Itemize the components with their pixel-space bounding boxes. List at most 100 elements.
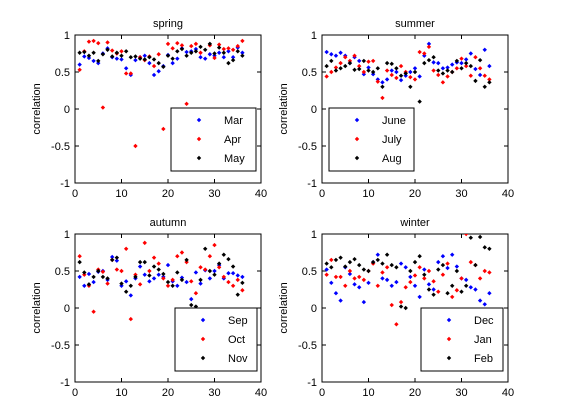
y-tick-label: -0.5 <box>298 340 317 352</box>
x-tick-label: 0 <box>319 188 325 200</box>
point-apr <box>216 42 222 47</box>
point-sep <box>226 271 231 276</box>
point-may <box>198 44 203 50</box>
point-july <box>412 77 418 82</box>
point-mar <box>147 60 152 66</box>
point-apr <box>221 46 226 52</box>
point-apr <box>123 71 129 76</box>
point-aug <box>394 66 399 71</box>
point-nov <box>133 274 138 280</box>
point-feb <box>403 305 408 311</box>
point-sep <box>212 268 217 274</box>
point-oct <box>151 255 157 260</box>
point-sep <box>189 296 194 302</box>
point-july <box>398 63 404 69</box>
point-july <box>384 68 390 73</box>
point-nov <box>128 283 133 288</box>
legend: June July Aug <box>328 107 415 172</box>
point-jan <box>384 265 390 270</box>
point-nov <box>221 252 226 257</box>
legend-marker-jan <box>446 336 452 342</box>
point-june <box>459 60 464 66</box>
y-tick-label: 0.5 <box>302 266 317 278</box>
point-mar <box>193 46 199 52</box>
point-may <box>119 53 124 58</box>
point-oct <box>179 250 185 255</box>
point-may <box>86 53 92 58</box>
point-jan <box>403 285 408 290</box>
point-may <box>77 50 82 55</box>
point-apr <box>133 143 138 149</box>
point-nov <box>123 289 129 294</box>
point-mar <box>156 69 161 74</box>
point-june <box>440 66 446 71</box>
point-apr <box>100 105 106 110</box>
point-june <box>389 68 394 73</box>
point-jan <box>352 276 357 281</box>
point-nov <box>226 256 231 262</box>
point-dec <box>450 252 455 257</box>
point-july <box>352 53 357 58</box>
point-nov <box>170 283 175 288</box>
point-aug <box>477 57 483 63</box>
point-oct <box>230 283 236 288</box>
point-dec <box>357 285 362 290</box>
point-aug <box>436 68 441 73</box>
point-jan <box>412 273 418 278</box>
legend-marker-apr <box>196 136 202 142</box>
point-jan <box>477 276 483 281</box>
point-july <box>324 74 329 79</box>
point-sep <box>128 293 133 298</box>
point-sep <box>179 275 185 280</box>
point-apr <box>175 40 180 46</box>
point-nov <box>203 246 208 251</box>
x-tick-label: 40 <box>255 387 267 399</box>
point-apr <box>226 46 231 51</box>
point-june <box>329 52 334 57</box>
point-aug <box>445 68 450 73</box>
point-july <box>482 73 487 78</box>
x-tick-label: 0 <box>72 387 78 399</box>
point-oct <box>221 274 226 280</box>
point-feb <box>463 283 469 288</box>
point-jan <box>347 268 353 274</box>
point-apr <box>128 71 133 76</box>
point-oct <box>133 272 138 277</box>
y-tick-label: -0.5 <box>51 141 70 153</box>
point-may <box>142 57 147 62</box>
point-july <box>347 58 353 64</box>
point-nov <box>230 264 236 269</box>
point-nov <box>156 267 161 272</box>
point-apr <box>119 49 124 54</box>
x-tick-label: 0 <box>319 387 325 399</box>
point-mar <box>82 54 87 59</box>
point-jan <box>394 322 399 327</box>
point-aug <box>329 58 334 64</box>
point-feb <box>366 268 371 274</box>
point-oct <box>128 316 133 322</box>
point-apr <box>110 48 115 53</box>
point-feb <box>380 261 385 266</box>
point-aug <box>324 63 329 69</box>
legend-label-feb: Feb <box>474 353 493 365</box>
point-may <box>235 49 240 54</box>
point-mar <box>216 50 222 55</box>
point-june <box>445 65 450 70</box>
point-sep <box>235 273 240 278</box>
point-sep <box>184 279 189 285</box>
y-tick-label: -1 <box>60 178 70 190</box>
point-sep <box>82 283 87 288</box>
point-aug <box>431 55 436 60</box>
point-may <box>105 47 110 52</box>
point-aug <box>473 78 478 84</box>
legend-marker-june <box>354 117 360 123</box>
point-may <box>128 55 133 60</box>
point-mar <box>240 50 245 55</box>
point-july <box>343 55 348 60</box>
point-oct <box>100 269 106 274</box>
point-feb <box>454 268 460 274</box>
point-dec <box>333 291 339 296</box>
x-tick-label: 30 <box>455 188 467 200</box>
point-july <box>463 63 469 69</box>
